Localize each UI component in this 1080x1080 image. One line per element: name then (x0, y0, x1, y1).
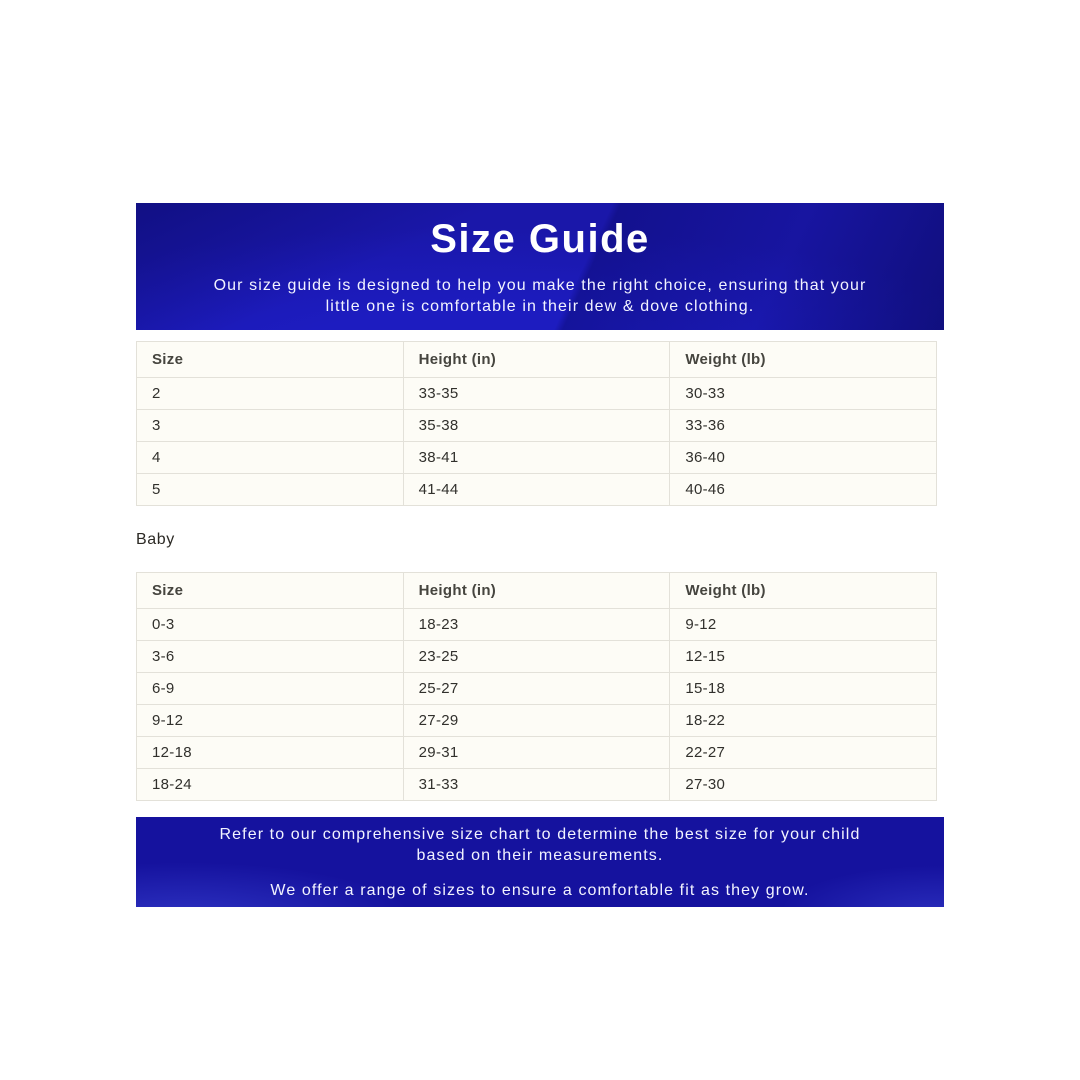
table-cell: 3 (136, 409, 404, 442)
table-cell: 9-12 (669, 608, 937, 641)
table-row: 3-6 23-25 12-15 (136, 640, 937, 673)
table-cell: 0-3 (136, 608, 404, 641)
table-cell: 27-29 (402, 704, 671, 737)
table-cell: 33-36 (669, 409, 937, 442)
table-cell: 33-35 (402, 377, 671, 410)
table-cell: 36-40 (669, 441, 937, 474)
table-cell: 18-23 (402, 608, 671, 641)
table-cell: 5 (136, 473, 404, 506)
size-guide-content: Size Guide Our size guide is designed to… (136, 203, 944, 907)
table-row: 9-12 27-29 18-22 (136, 704, 937, 737)
header-subtitle: Our size guide is designed to help you m… (213, 276, 867, 315)
table-cell: 12-15 (669, 640, 937, 673)
table-cell: 40-46 (669, 473, 937, 506)
table-cell: 31-33 (402, 768, 671, 801)
table-row: 3 35-38 33-36 (136, 409, 937, 442)
table-cell: 35-38 (402, 409, 671, 442)
baby-section-label: Baby (136, 531, 175, 548)
table-header-row: Size Height (in) Weight (lb) (136, 341, 937, 378)
table-body: 0-3 18-23 9-12 3-6 23-25 12-15 6-9 25-27 15-18 9-… (136, 608, 937, 801)
table-cell: 6-9 (136, 672, 404, 705)
footer-note-2: We offer a range of sizes to ensure a co… (270, 881, 810, 899)
column-header: Height (in) (402, 341, 671, 378)
table-cell: 25-27 (402, 672, 671, 705)
table-row: 0-3 18-23 9-12 (136, 608, 937, 641)
table-row: 2 33-35 30-33 (136, 377, 937, 410)
table-cell: 29-31 (402, 736, 671, 769)
column-header: Weight (lb) (669, 341, 937, 378)
table-row: 18-24 31-33 27-30 (136, 768, 937, 801)
table-cell: 23-25 (402, 640, 671, 673)
table-cell: 38-41 (402, 441, 671, 474)
table-cell: 30-33 (669, 377, 937, 410)
table-cell: 18-22 (669, 704, 937, 737)
table-cell: 18-24 (136, 768, 404, 801)
size-table: Size Height (in) Weight (lb) 0-3 18-23 9-12 3… (136, 572, 937, 801)
column-header: Weight (lb) (669, 572, 937, 609)
toddler-size-table: Size Height (in) Weight (lb) 2 33-35 30-33 3 3… (136, 341, 937, 506)
baby-size-table: Size Height (in) Weight (lb) 0-3 18-23 9-12 3… (136, 572, 937, 801)
column-header: Height (in) (402, 572, 671, 609)
table-row: 6-9 25-27 15-18 (136, 672, 937, 705)
table-cell: 41-44 (402, 473, 671, 506)
table-row: 12-18 29-31 22-27 (136, 736, 937, 769)
column-header: Size (136, 341, 404, 378)
footer-note-1: Refer to our comprehensive size chart to… (219, 825, 861, 864)
table-body: 2 33-35 30-33 3 35-38 33-36 4 38-41 36-40 5 41-44 4… (136, 377, 937, 506)
table-row: 4 38-41 36-40 (136, 441, 937, 474)
size-table: Size Height (in) Weight (lb) 2 33-35 30-33 3 3… (136, 341, 937, 506)
table-cell: 2 (136, 377, 404, 410)
table-cell: 27-30 (669, 768, 937, 801)
footer-banner: Refer to our comprehensive size chart to… (136, 817, 944, 907)
table-cell: 9-12 (136, 704, 404, 737)
table-row: 5 41-44 40-46 (136, 473, 937, 506)
table-cell: 15-18 (669, 672, 937, 705)
table-cell: 22-27 (669, 736, 937, 769)
column-header: Size (136, 572, 404, 609)
table-cell: 3-6 (136, 640, 404, 673)
table-cell: 12-18 (136, 736, 404, 769)
table-cell: 4 (136, 441, 404, 474)
header-banner: Size Guide Our size guide is designed to… (136, 203, 944, 330)
page-title: Size Guide (430, 216, 650, 261)
table-header-row: Size Height (in) Weight (lb) (136, 572, 937, 609)
